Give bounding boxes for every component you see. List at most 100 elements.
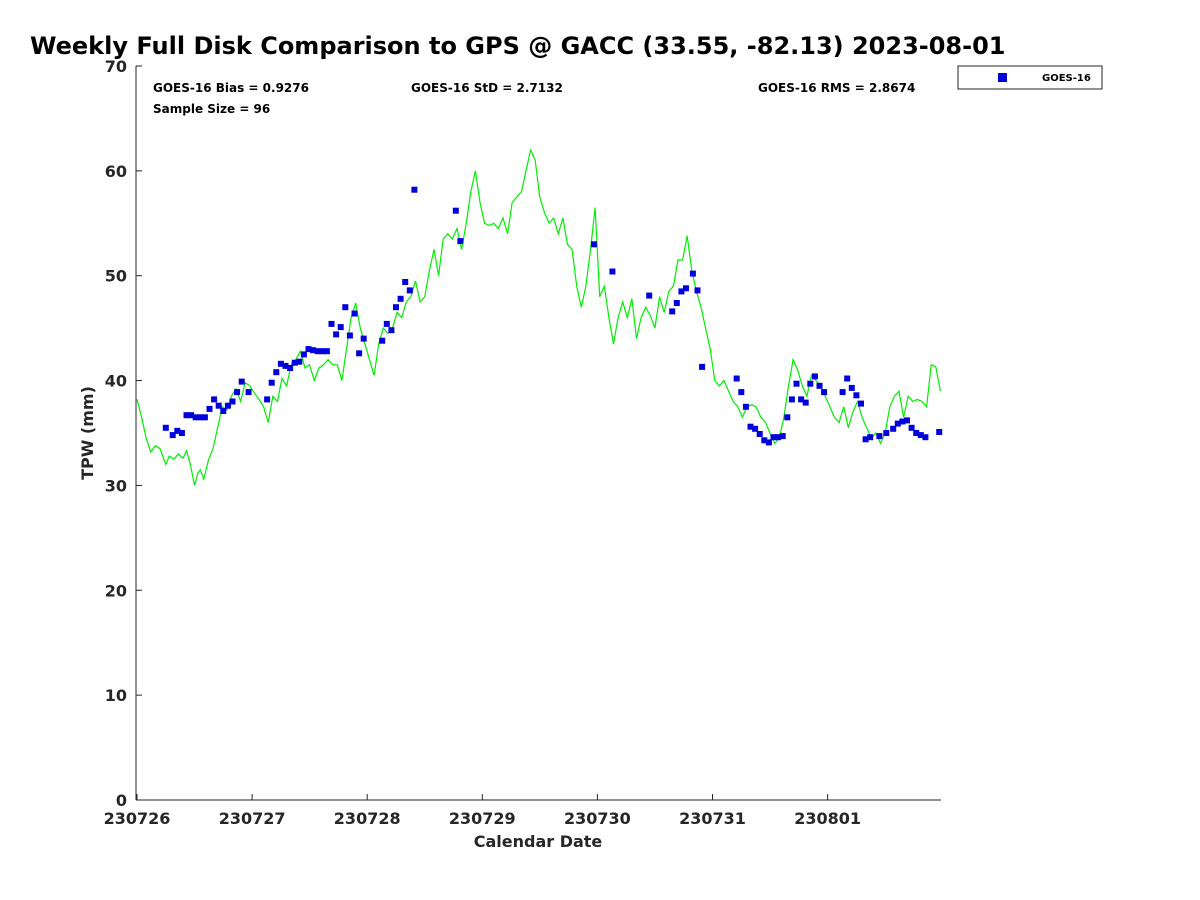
chart-title: Weekly Full Disk Comparison to GPS @ GAC… bbox=[30, 32, 1006, 60]
goes16-point bbox=[402, 279, 409, 285]
goes16-point bbox=[913, 430, 920, 436]
goes16-point bbox=[798, 396, 805, 403]
goes16-point bbox=[894, 420, 901, 427]
goes16-point bbox=[234, 389, 241, 396]
goes16-point bbox=[694, 287, 701, 294]
goes16-point bbox=[673, 300, 680, 306]
legend-label-goes16: GOES-16 bbox=[1042, 73, 1091, 84]
rms-annotation: GOES-16 RMS = 2.8674 bbox=[758, 81, 915, 95]
goes16-point bbox=[273, 369, 280, 376]
goes16-point bbox=[379, 337, 386, 344]
goes16-point bbox=[178, 430, 185, 436]
x-tick-label: 230730 bbox=[564, 809, 631, 828]
goes16-point bbox=[282, 362, 289, 369]
legend-box bbox=[957, 65, 1103, 90]
goes16-point bbox=[356, 350, 363, 357]
goes16-point bbox=[342, 304, 349, 311]
x-ticks: 230726 230727 230728 230729 230730 230731 2308… bbox=[104, 794, 861, 828]
goes16-point bbox=[457, 238, 464, 245]
goes16-point bbox=[319, 348, 326, 355]
goes16-point bbox=[388, 327, 395, 334]
goes16-points-group bbox=[162, 186, 943, 446]
goes16-point bbox=[899, 418, 906, 425]
goes16-point bbox=[699, 363, 706, 370]
x-tick-label: 230801 bbox=[794, 809, 861, 828]
y-tick-label: 20 bbox=[105, 581, 127, 600]
goes16-point bbox=[305, 346, 312, 353]
goes16-point bbox=[733, 375, 740, 382]
goes16-point bbox=[206, 405, 213, 412]
goes16-point bbox=[197, 414, 204, 421]
x-axis-label: Calendar Date bbox=[474, 832, 603, 851]
goes16-point bbox=[646, 292, 653, 299]
goes16-point bbox=[883, 430, 890, 436]
y-tick-label: 40 bbox=[105, 372, 127, 391]
y-tick-label: 10 bbox=[105, 686, 127, 705]
goes16-point bbox=[853, 392, 860, 399]
x-tick-label: 230727 bbox=[219, 809, 286, 828]
goes16-point bbox=[383, 320, 390, 327]
y-ticks: 0 10 20 30 40 50 60 70 bbox=[105, 57, 142, 810]
goes16-point bbox=[406, 287, 413, 294]
goes16-point bbox=[844, 375, 851, 382]
goes16-point bbox=[162, 424, 169, 431]
goes16-point bbox=[922, 434, 929, 441]
goes16-point bbox=[229, 398, 236, 405]
goes16-point bbox=[784, 414, 791, 421]
goes16-point bbox=[291, 359, 298, 366]
y-tick-label: 60 bbox=[105, 162, 127, 181]
std-annotation: GOES-16 StD = 2.7132 bbox=[411, 81, 563, 95]
goes16-point bbox=[328, 320, 335, 327]
goes16-point bbox=[183, 412, 190, 419]
goes16-point bbox=[807, 380, 814, 387]
goes16-point bbox=[752, 425, 759, 432]
goes16-point bbox=[775, 434, 782, 441]
goes16-point bbox=[220, 408, 227, 414]
y-tick-label: 30 bbox=[105, 476, 127, 495]
goes16-point bbox=[238, 378, 245, 385]
goes16-point bbox=[452, 207, 459, 214]
goes16-point bbox=[192, 414, 199, 421]
goes16-point bbox=[351, 310, 358, 317]
goes16-point bbox=[811, 373, 818, 380]
goes16-point bbox=[245, 389, 252, 396]
legend-marker-goes16 bbox=[998, 73, 1007, 82]
goes16-point bbox=[747, 423, 754, 430]
goes16-point bbox=[848, 384, 855, 391]
goes16-point bbox=[821, 389, 828, 396]
goes16-point bbox=[201, 414, 208, 421]
goes16-point bbox=[393, 304, 399, 311]
goes16-point bbox=[314, 348, 321, 355]
goes16-point bbox=[839, 389, 846, 396]
goes16-point bbox=[174, 427, 181, 434]
bias-annotation: GOES-16 Bias = 0.9276 bbox=[153, 81, 309, 95]
goes16-point bbox=[770, 434, 777, 441]
goes16-point bbox=[211, 396, 218, 403]
goes16-point bbox=[890, 425, 897, 432]
y-tick-label: 0 bbox=[116, 791, 127, 810]
goes16-point bbox=[816, 382, 823, 389]
y-axis-label: TPW (mm) bbox=[78, 386, 97, 480]
goes16-point bbox=[323, 348, 330, 355]
goes16-point bbox=[333, 331, 340, 338]
goes16-point bbox=[337, 324, 344, 331]
goes16-point bbox=[742, 403, 749, 410]
goes16-point bbox=[756, 431, 763, 437]
y-tick-label: 50 bbox=[105, 267, 127, 286]
goes16-point bbox=[669, 308, 676, 315]
goes16-point bbox=[287, 365, 294, 371]
goes16-point bbox=[738, 389, 745, 396]
goes16-point bbox=[296, 358, 303, 365]
x-tick-label: 230726 bbox=[104, 809, 171, 828]
x-tick-label: 230731 bbox=[679, 809, 746, 828]
x-tick-label: 230728 bbox=[334, 809, 401, 828]
sample-size-annotation: Sample Size = 96 bbox=[153, 102, 270, 116]
goes16-point bbox=[788, 396, 795, 403]
goes16-point bbox=[346, 332, 353, 339]
goes16-point bbox=[590, 241, 597, 248]
goes16-point bbox=[609, 268, 616, 275]
gps-line-group bbox=[136, 147, 941, 486]
